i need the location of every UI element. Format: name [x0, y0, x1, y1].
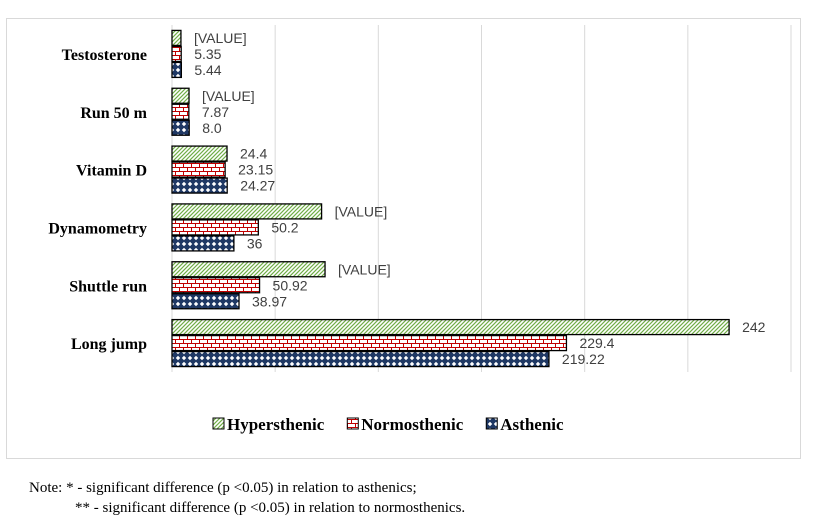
bar-asthenic-shuttle-run	[171, 293, 240, 310]
category-label: Dynamometry	[48, 220, 147, 237]
bar-hypersthenic-testosterone	[171, 29, 182, 47]
value-label: 8.0	[202, 120, 222, 136]
category-label: Shuttle run	[69, 278, 147, 295]
value-label: 23.15	[238, 162, 273, 178]
value-label: [VALUE]	[194, 30, 247, 46]
value-label: 24.27	[240, 178, 275, 194]
bar-hypersthenic-long-jump	[171, 318, 730, 336]
bar-normosthenic-testosterone	[171, 45, 182, 63]
footnote: Note: * - significant difference (p <0.0…	[29, 478, 465, 518]
value-label: 24.4	[240, 146, 267, 162]
bar-hypersthenic-vitamin-d	[171, 145, 228, 162]
bar-asthenic-vitamin-d	[171, 177, 228, 194]
bar-normosthenic-long-jump	[171, 334, 568, 352]
value-label: 36	[247, 235, 263, 251]
value-label: 5.35	[194, 46, 221, 62]
value-labels: [VALUE]5.355.44[VALUE]7.878.024.423.1524…	[194, 30, 766, 367]
chart-frame: [VALUE] 5.35 5.44 [VALUE] 7.87 8.0 24.4 23.15 24…	[6, 18, 801, 459]
value-label: 50.2	[271, 219, 298, 235]
value-label: 219.22	[562, 351, 605, 367]
category-label: Run 50 m	[80, 105, 147, 122]
value-label: 7.87	[202, 104, 229, 120]
legend-swatch-asthenic	[485, 417, 498, 430]
bar-normosthenic-dynamometry	[171, 219, 259, 236]
bar-hypersthenic-run-50-m	[171, 87, 190, 104]
legend-label-hypersthenic: Hypersthenic	[227, 415, 325, 434]
value-label: 242	[742, 319, 766, 335]
value-label: [VALUE]	[335, 203, 388, 219]
value-label: 229.4	[579, 335, 614, 351]
legend: Hypersthenic Normosthenic Asthenic	[212, 415, 564, 434]
footnote-line-1: Note: * - significant difference (p <0.0…	[29, 480, 417, 496]
footnote-line-2: ** - significant difference (p <0.05) in…	[75, 500, 466, 516]
bar-normosthenic-shuttle-run	[171, 277, 261, 294]
bar-asthenic-testosterone	[171, 61, 183, 79]
category-label: Long jump	[71, 336, 147, 353]
value-label: 5.44	[194, 62, 221, 78]
category-label: Testosterone	[62, 47, 147, 64]
grid-lines	[171, 25, 792, 372]
legend-label-asthenic: Asthenic	[500, 415, 564, 434]
bar-asthenic-long-jump	[171, 350, 550, 368]
value-label: 38.97	[252, 293, 287, 309]
value-label: [VALUE]	[202, 88, 255, 104]
bar-hypersthenic-dynamometry	[171, 203, 323, 220]
bars	[171, 29, 730, 368]
value-label: [VALUE]	[338, 261, 391, 277]
bar-hypersthenic-shuttle-run	[171, 261, 326, 278]
bar-chart: [VALUE]5.355.44[VALUE]7.878.024.423.1524…	[48, 25, 792, 434]
bar-asthenic-run-50-m	[171, 119, 190, 136]
legend-swatch-hypersthenic	[212, 417, 225, 430]
value-label: 50.92	[273, 277, 308, 293]
legend-swatch-normosthenic	[346, 417, 359, 430]
bar-normosthenic-run-50-m	[171, 103, 190, 120]
category-labels: Testosterone Run 50 m Vitamin D Dynamometry…	[48, 47, 147, 353]
legend-label-normosthenic: Normosthenic	[361, 415, 463, 434]
category-label: Vitamin D	[76, 163, 147, 180]
bar-asthenic-dynamometry	[171, 235, 235, 252]
bar-normosthenic-vitamin-d	[171, 161, 226, 178]
